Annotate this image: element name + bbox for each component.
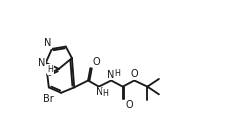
Text: N: N: [38, 58, 45, 68]
Text: N: N: [96, 87, 103, 97]
Text: N: N: [108, 70, 115, 80]
Text: H: H: [47, 65, 53, 74]
Text: O: O: [130, 69, 138, 79]
Text: H: H: [114, 69, 120, 78]
Text: O: O: [125, 100, 133, 111]
Text: Br: Br: [44, 94, 54, 104]
Text: H: H: [103, 89, 108, 98]
Text: N: N: [44, 38, 51, 48]
Text: O: O: [93, 57, 100, 67]
